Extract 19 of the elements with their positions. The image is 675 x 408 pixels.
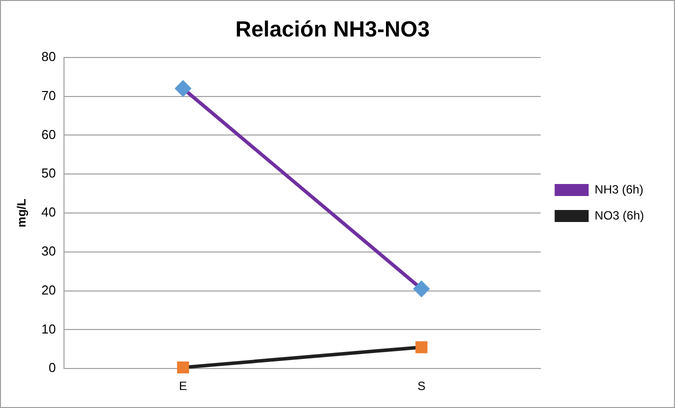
point — [414, 281, 430, 297]
legend-label: NO3 (6h) — [594, 208, 644, 222]
point — [415, 341, 428, 354]
y-tick-label: 10 — [41, 321, 56, 336]
legend-label: NH3 (6h) — [594, 182, 644, 196]
y-axis-title: mg/L — [14, 198, 29, 228]
x-tick-label: E — [179, 379, 188, 394]
x-tick-label: S — [417, 379, 426, 394]
y-tick-label: 70 — [41, 88, 56, 103]
chart-title: Relación NH3-NO3 — [235, 16, 430, 42]
y-tick-label: 80 — [41, 48, 56, 64]
y-tick-label: 60 — [41, 126, 56, 142]
point — [175, 80, 191, 96]
y-tick-label: 20 — [41, 282, 56, 298]
y-tick-label: 0 — [48, 360, 56, 376]
y-tick-label: 40 — [41, 204, 56, 220]
y-tick-label: 30 — [41, 243, 56, 258]
y-tick-label: 50 — [41, 166, 56, 181]
point — [177, 361, 190, 374]
